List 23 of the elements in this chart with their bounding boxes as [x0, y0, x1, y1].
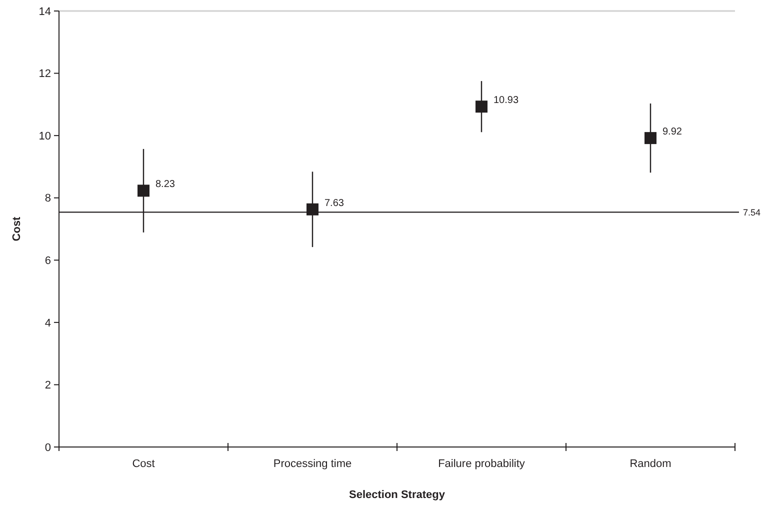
y-tick-label: 8 — [44, 192, 51, 205]
data-label: 10.93 — [494, 95, 519, 106]
data-label: 7.63 — [324, 198, 344, 209]
x-axis-title: Selection Strategy — [349, 489, 446, 501]
point — [476, 100, 488, 113]
y-tick-label: 14 — [38, 6, 51, 18]
data-label: 9.92 — [662, 126, 682, 138]
y-tick-label: 2 — [44, 380, 51, 392]
y-tick-label: 6 — [44, 254, 51, 267]
x-tick-label: Failure probability — [438, 458, 526, 470]
x-tick-label: Random — [630, 458, 672, 470]
x-tick-label: Cost — [132, 458, 155, 470]
ref-line-label: 7.54 — [743, 207, 761, 218]
point — [644, 132, 656, 144]
x-tick-label: Processing time — [273, 458, 352, 470]
point — [306, 203, 318, 216]
y-tick-label: 12 — [38, 68, 51, 80]
y-tick-label: 10 — [38, 130, 51, 142]
y-tick-label: 0 — [44, 442, 51, 454]
point — [138, 184, 150, 197]
y-tick-label: 4 — [44, 317, 51, 330]
data-label: 8.23 — [156, 179, 176, 190]
y-axis-title: Cost — [11, 216, 23, 242]
